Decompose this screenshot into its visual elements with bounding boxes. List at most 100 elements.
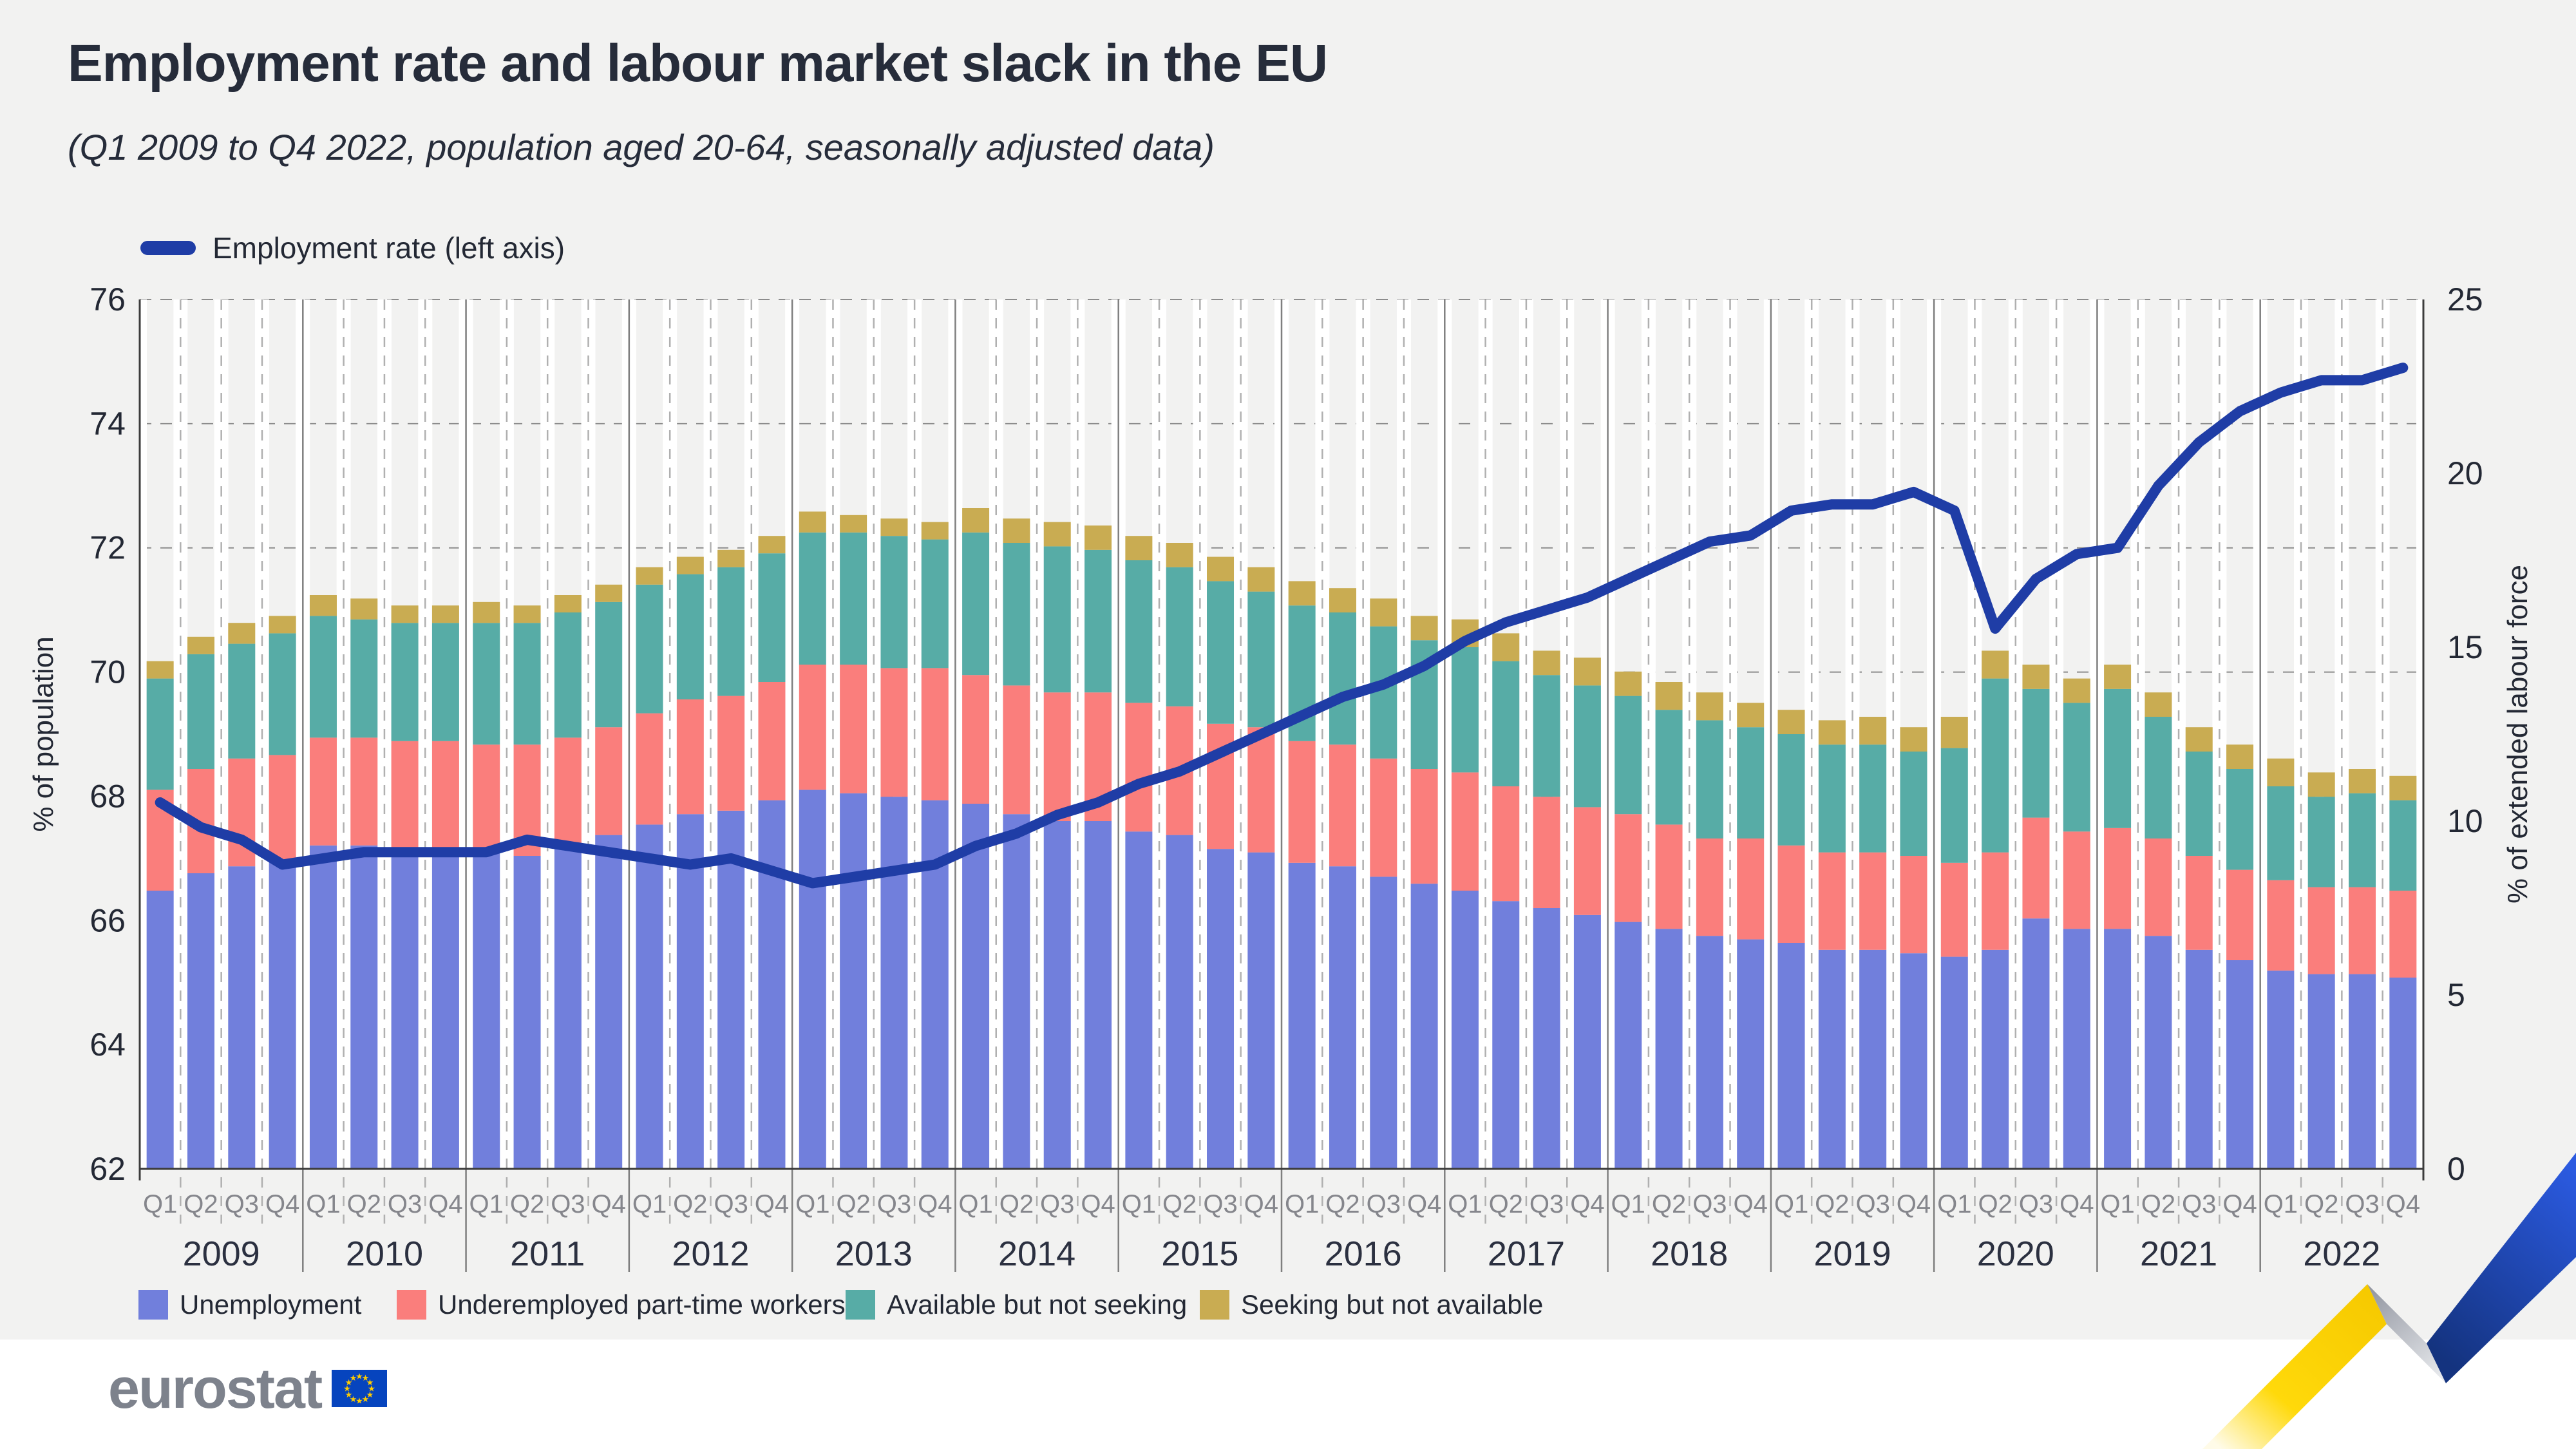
quarter-label: Q2: [1978, 1190, 2012, 1218]
bar-segment-seeking-but-not-available: [2349, 769, 2376, 793]
bar-segment-underemployed-part-time-workers: [1329, 744, 1356, 867]
quarter-label: Q4: [1244, 1190, 1278, 1218]
quarter-label: Q4: [2222, 1190, 2257, 1218]
bar-segment-seeking-but-not-available: [2063, 678, 2090, 703]
quarter-label: Q1: [1285, 1190, 1319, 1218]
available-not-seeking-swatch: [846, 1290, 875, 1320]
bar-segment-seeking-but-not-available: [1573, 658, 1601, 686]
bar-gutter: [140, 299, 147, 1169]
bar-segment-unemployment: [1533, 908, 1560, 1169]
bar-segment-unemployment: [1084, 821, 1112, 1169]
bar-segment-available-but-not-seeking: [513, 623, 541, 745]
quarter-label: Q1: [306, 1190, 340, 1218]
employment-rate-line-swatch: [140, 241, 196, 255]
bar-segment-seeking-but-not-available: [1982, 650, 2009, 679]
bar-segment-unemployment: [2226, 960, 2254, 1169]
bar-segment-underemployed-part-time-workers: [1492, 786, 1520, 902]
bar-segment-unemployment: [1777, 943, 1805, 1169]
bar-segment-underemployed-part-time-workers: [1125, 703, 1153, 832]
bar-segment-available-but-not-seeking: [676, 574, 704, 699]
right-tick-label: 10: [2447, 803, 2483, 839]
bar-segment-unemployment: [1573, 914, 1601, 1169]
quarter-label: Q1: [469, 1190, 504, 1218]
quarter-label: Q3: [1692, 1190, 1727, 1218]
chart-canvas: 62 64 66 68 70 72 74 76 0 5 10 15 20 25 % of populatio…: [28, 281, 2533, 1273]
bar-segment-unemployment: [391, 849, 419, 1169]
legend-item-seeking-not-available: Seeking but not available: [1200, 1289, 1543, 1320]
quarter-label: Q4: [428, 1190, 462, 1218]
bar-segment-available-but-not-seeking: [269, 633, 296, 755]
bar-segment-underemployed-part-time-workers: [676, 699, 704, 815]
year-label: 2022: [2303, 1235, 2380, 1273]
bar-segment-underemployed-part-time-workers: [2022, 817, 2050, 919]
bar-segment-available-but-not-seeking: [636, 584, 663, 714]
year-label: 2021: [2140, 1235, 2217, 1273]
quarter-label: Q1: [1937, 1190, 1971, 1218]
bar-segment-available-but-not-seeking: [962, 532, 990, 676]
bar-segment-available-but-not-seeking: [431, 623, 459, 741]
bar-segment-unemployment: [2389, 978, 2417, 1169]
bar-segment-unemployment: [1492, 901, 1520, 1169]
bar-segment-unemployment: [1900, 953, 1927, 1169]
bar-segment-unemployment: [2104, 929, 2132, 1169]
bar-segment-available-but-not-seeking: [1940, 748, 1968, 863]
bar-segment-available-but-not-seeking: [2307, 797, 2335, 887]
bar-segment-available-but-not-seeking: [758, 553, 786, 682]
bar-segment-unemployment: [1288, 862, 1316, 1169]
bar-segment-available-but-not-seeking: [717, 567, 745, 696]
bar-segment-available-but-not-seeking: [1084, 549, 1112, 693]
bar-segment-available-but-not-seeking: [228, 643, 256, 759]
bar-segment-unemployment: [1043, 821, 1071, 1169]
bar-segment-underemployed-part-time-workers: [2104, 828, 2132, 929]
bar-segment-available-but-not-seeking: [799, 532, 826, 665]
quarter-label: Q4: [1407, 1190, 1441, 1218]
arrow-ribbon-decoration: [2202, 1153, 2576, 1449]
quarter-label: Q1: [632, 1190, 667, 1218]
bar-segment-seeking-but-not-available: [2104, 665, 2132, 689]
flag-star: ★: [345, 1378, 353, 1387]
right-tick-label: 25: [2447, 281, 2483, 317]
bar-segment-unemployment: [758, 800, 786, 1169]
bar-segment-available-but-not-seeking: [1615, 696, 1642, 815]
bar-segment-unemployment: [2022, 918, 2050, 1169]
bar-segment-seeking-but-not-available: [228, 623, 256, 644]
quarter-label: Q1: [143, 1190, 177, 1218]
bar-segment-unemployment: [269, 859, 296, 1169]
quarter-label: Q1: [795, 1190, 829, 1218]
left-tick-label: 76: [90, 281, 126, 317]
bar-segment-seeking-but-not-available: [1818, 720, 1846, 745]
bar-segment-available-but-not-seeking: [2226, 769, 2254, 870]
bar-segment-unemployment: [676, 814, 704, 1169]
year-label: 2015: [1161, 1235, 1238, 1273]
bar-segment-available-but-not-seeking: [1777, 734, 1805, 846]
flag-star: ★: [355, 1396, 363, 1406]
eurostat-logo: eurostat ★ ★ ★ ★ ★ ★ ★ ★ ★ ★ ★ ★: [108, 1360, 388, 1417]
bar-segment-available-but-not-seeking: [1166, 567, 1193, 706]
bar-segment-seeking-but-not-available: [1207, 556, 1235, 582]
bar-segment-seeking-but-not-available: [473, 601, 500, 623]
bar-segment-unemployment: [146, 891, 174, 1169]
year-label: 2012: [672, 1235, 749, 1273]
employment-rate-line: [155, 363, 2409, 889]
bar-segment-underemployed-part-time-workers: [1696, 838, 1723, 936]
bar-segment-seeking-but-not-available: [2022, 665, 2050, 689]
year-label: 2020: [1977, 1235, 2054, 1273]
bar-segment-seeking-but-not-available: [309, 595, 337, 616]
bar-segment-available-but-not-seeking: [187, 654, 214, 769]
bar-segment-seeking-but-not-available: [1084, 526, 1112, 550]
bar-segment-unemployment: [1818, 949, 1846, 1169]
quarter-label: Q4: [265, 1190, 299, 1218]
bar-segment-seeking-but-not-available: [1125, 536, 1153, 560]
bar-segment-underemployed-part-time-workers: [1451, 772, 1479, 891]
year-label: 2017: [1488, 1235, 1565, 1273]
bar-segment-seeking-but-not-available: [350, 598, 378, 620]
quarter-label: Q2: [2304, 1190, 2338, 1218]
quarter-label: Q1: [1448, 1190, 1482, 1218]
flag-star: ★: [366, 1390, 374, 1399]
quarter-label: Q1: [2264, 1190, 2298, 1218]
bar-segment-seeking-but-not-available: [676, 556, 704, 574]
bar-segment-unemployment: [799, 790, 826, 1169]
bar-segment-available-but-not-seeking: [1207, 581, 1235, 724]
bar-segment-underemployed-part-time-workers: [1615, 814, 1642, 922]
